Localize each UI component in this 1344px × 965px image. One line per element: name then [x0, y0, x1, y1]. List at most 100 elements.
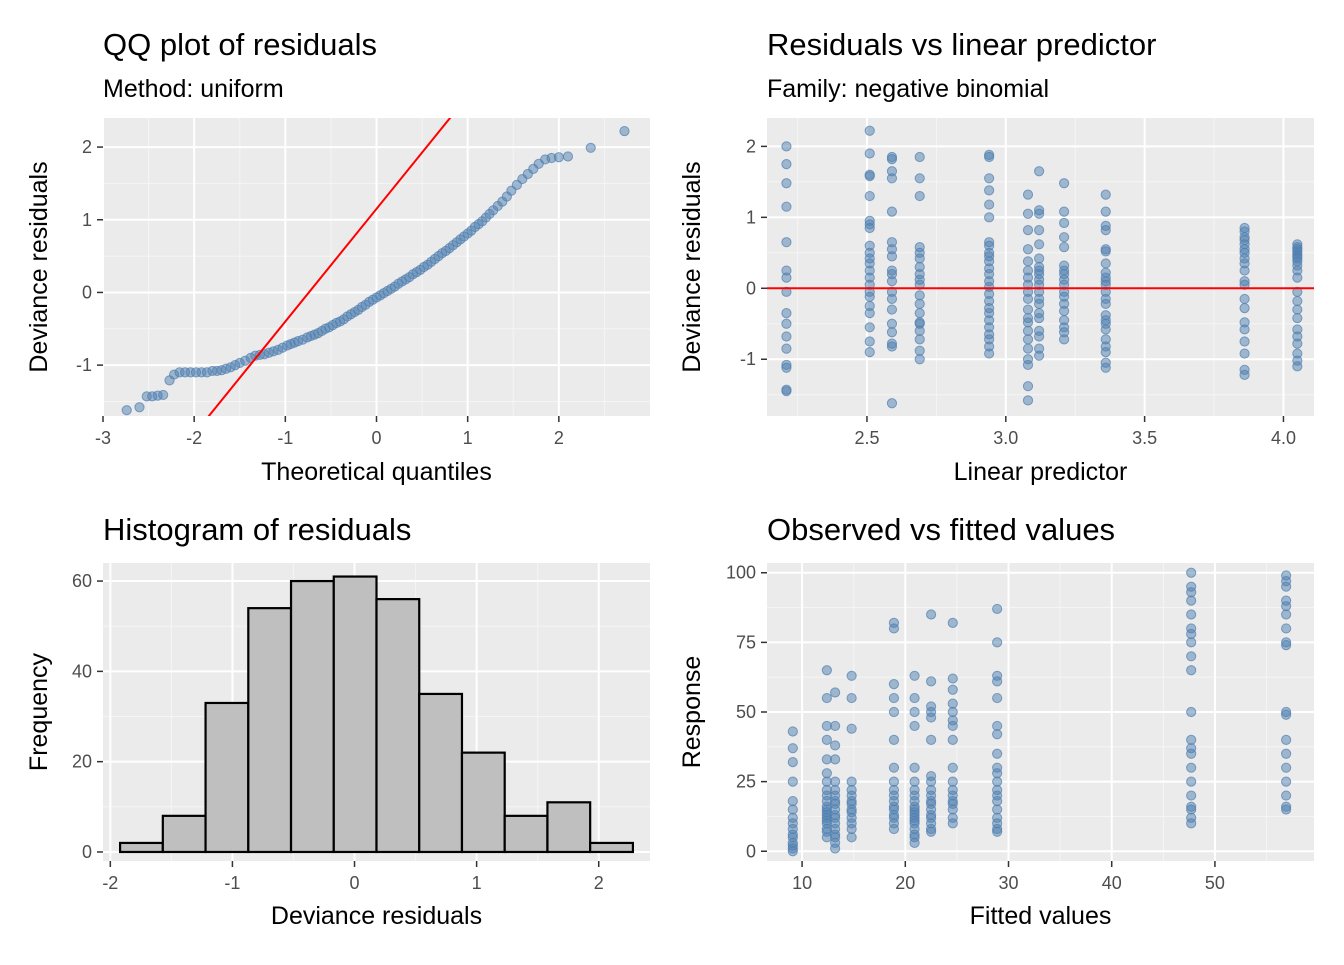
data-point	[947, 684, 958, 695]
qq-title: QQ plot of residuals	[103, 27, 377, 62]
data-point	[909, 670, 920, 681]
data-point	[1292, 272, 1303, 283]
data-point	[1281, 748, 1292, 759]
y-tick-label: 2	[746, 136, 756, 156]
x-tick-label: 3.0	[993, 428, 1018, 448]
data-point	[781, 237, 792, 248]
data-point	[1100, 298, 1111, 309]
data-point	[947, 706, 958, 718]
data-point	[1034, 225, 1045, 236]
data-point	[1239, 336, 1250, 347]
y-tick-label: 100	[726, 563, 756, 583]
data-point	[1022, 359, 1034, 371]
y-tick-label: 0	[82, 282, 92, 302]
data-point	[1281, 623, 1292, 634]
data-point	[984, 173, 995, 184]
data-point	[984, 212, 995, 223]
resid-vs-lp-y-axis-title: Deviance residuals	[678, 161, 706, 372]
data-point	[947, 776, 958, 787]
data-point	[830, 754, 841, 765]
data-point	[1186, 748, 1197, 759]
data-point	[1059, 178, 1070, 189]
data-point	[1186, 706, 1197, 718]
reference-line	[207, 118, 452, 416]
data-point	[1100, 258, 1111, 269]
data-point	[846, 832, 857, 843]
x-tick-label: 2	[554, 428, 564, 448]
x-tick-label: 1	[472, 873, 482, 893]
data-point	[553, 152, 564, 163]
data-point	[926, 776, 937, 787]
data-point	[886, 327, 898, 338]
data-point	[864, 190, 875, 202]
obs-vs-fitted-title: Observed vs fitted values	[767, 512, 1115, 547]
data-point	[886, 304, 898, 315]
data-point	[1239, 293, 1250, 305]
histogram-y-axis-title: Frequency	[25, 652, 53, 771]
qq-x-axis-title: Theoretical quantiles	[261, 458, 492, 486]
x-tick-label: 4.0	[1271, 428, 1296, 448]
data-point	[846, 823, 857, 835]
y-tick-label: 0	[746, 278, 756, 298]
data-point	[1186, 651, 1197, 662]
data-point	[914, 279, 925, 290]
y-tick-label: -1	[76, 355, 92, 375]
x-tick-label: -1	[277, 428, 293, 448]
x-tick-label: 2.5	[854, 428, 879, 448]
data-point	[846, 692, 857, 704]
data-point	[1186, 762, 1197, 773]
data-point	[846, 670, 857, 681]
y-tick-label: 60	[72, 571, 92, 591]
data-point	[888, 623, 900, 634]
data-point	[1239, 279, 1250, 290]
data-point	[888, 823, 900, 835]
data-point	[787, 726, 798, 737]
data-point	[1022, 225, 1034, 236]
data-point	[1059, 305, 1070, 317]
data-point	[1022, 244, 1034, 255]
data-point	[886, 398, 898, 409]
resid-vs-lp-plot-area	[767, 118, 1314, 416]
data-point	[1100, 324, 1111, 335]
data-point	[1022, 208, 1034, 219]
x-tick-label: 0	[371, 428, 381, 448]
data-point	[1281, 601, 1292, 612]
data-point	[1186, 818, 1197, 829]
data-point	[947, 698, 958, 709]
data-point	[886, 173, 898, 184]
data-point	[914, 298, 925, 309]
data-point	[864, 148, 875, 159]
data-point	[821, 768, 832, 779]
data-point	[1292, 338, 1303, 349]
data-point	[888, 734, 900, 745]
data-point	[781, 308, 792, 319]
data-point	[886, 276, 898, 287]
y-tick-label: 0	[746, 841, 756, 861]
data-point	[781, 272, 792, 283]
data-point	[1239, 303, 1250, 314]
obs-vs-fitted-plot-area	[767, 563, 1314, 861]
data-point	[984, 151, 995, 163]
data-point	[992, 796, 1003, 807]
data-point	[781, 178, 792, 189]
data-point	[992, 826, 1003, 837]
data-point	[947, 673, 958, 684]
data-point	[830, 720, 841, 732]
obs-vs-fitted-x-axis-title: Fitted values	[970, 902, 1112, 930]
y-tick-label: 75	[736, 632, 756, 652]
data-point	[984, 348, 995, 359]
data-point	[1059, 242, 1070, 253]
data-point	[1059, 217, 1070, 229]
histogram-bar	[546, 801, 592, 854]
data-point	[1186, 665, 1197, 676]
data-point	[1034, 312, 1045, 324]
x-tick-label: -3	[95, 428, 111, 448]
x-tick-label: 30	[998, 873, 1018, 893]
data-point	[992, 692, 1003, 704]
data-point	[1292, 312, 1303, 324]
data-point	[1281, 790, 1292, 801]
histogram-bar	[161, 814, 207, 854]
x-tick-label: 2	[594, 873, 604, 893]
data-point	[787, 776, 798, 787]
data-point	[1281, 640, 1292, 651]
